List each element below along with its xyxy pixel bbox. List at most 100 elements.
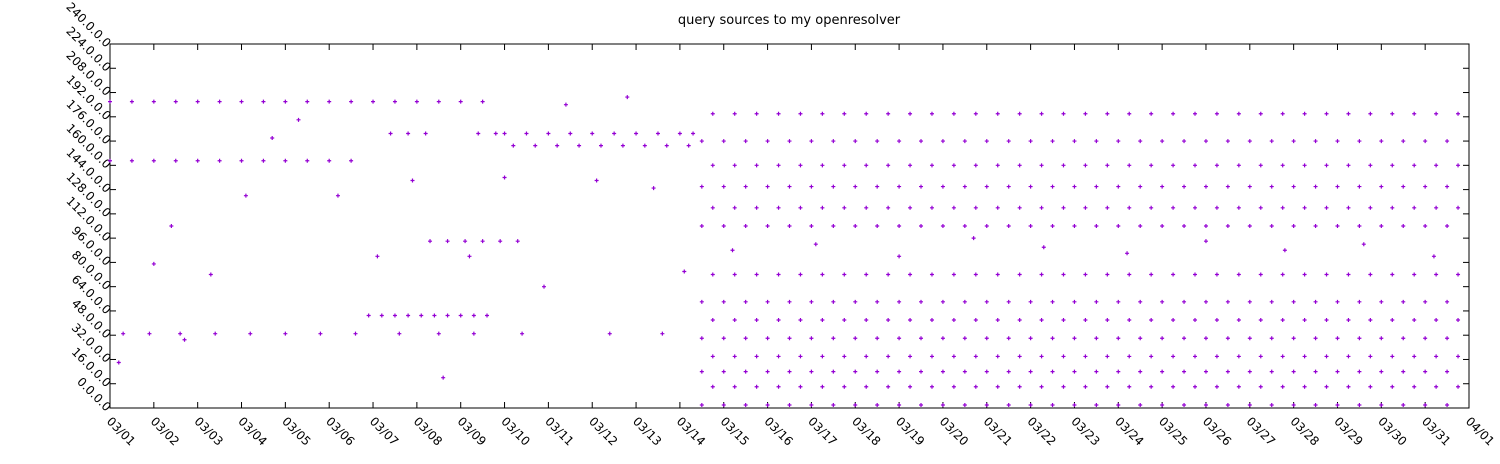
data-point bbox=[1171, 354, 1176, 359]
data-point bbox=[820, 163, 825, 168]
data-point bbox=[732, 111, 737, 116]
data-point bbox=[995, 384, 1000, 389]
data-point bbox=[1017, 163, 1022, 168]
data-point bbox=[1335, 369, 1340, 374]
data-point bbox=[710, 163, 715, 168]
data-point bbox=[1061, 384, 1066, 389]
data-point bbox=[699, 184, 704, 189]
data-point bbox=[1313, 184, 1318, 189]
data-point bbox=[1050, 299, 1055, 304]
data-point bbox=[1390, 205, 1395, 210]
data-point bbox=[710, 354, 715, 359]
data-point bbox=[445, 313, 450, 318]
data-point bbox=[1247, 139, 1252, 144]
data-point bbox=[809, 402, 814, 407]
data-point bbox=[1039, 205, 1044, 210]
x-tick-label: 03/09 bbox=[455, 414, 489, 448]
data-point bbox=[1203, 224, 1208, 228]
data-point bbox=[820, 272, 825, 277]
data-point bbox=[984, 139, 989, 144]
data-point bbox=[634, 131, 639, 136]
data-point bbox=[732, 205, 737, 210]
data-point bbox=[1324, 111, 1329, 116]
data-point bbox=[897, 224, 902, 228]
data-point bbox=[908, 205, 913, 210]
x-tick-label: 03/30 bbox=[1375, 414, 1409, 448]
data-point bbox=[1094, 402, 1099, 407]
data-point bbox=[1368, 163, 1373, 168]
data-point bbox=[1280, 354, 1285, 359]
data-point bbox=[1379, 184, 1384, 189]
data-point bbox=[1390, 354, 1395, 359]
data-point bbox=[296, 117, 301, 122]
data-point bbox=[919, 139, 924, 144]
data-point bbox=[813, 242, 818, 247]
data-point bbox=[1171, 205, 1176, 210]
data-point bbox=[1127, 111, 1132, 116]
x-tick-label: 03/31 bbox=[1419, 414, 1453, 448]
data-point bbox=[1193, 354, 1198, 359]
data-point bbox=[721, 224, 726, 228]
data-point bbox=[864, 272, 869, 277]
data-point bbox=[1357, 224, 1362, 228]
data-point bbox=[1193, 111, 1198, 116]
data-point bbox=[1423, 139, 1428, 144]
data-point bbox=[1423, 369, 1428, 374]
data-point bbox=[743, 369, 748, 374]
data-point bbox=[379, 313, 384, 318]
data-point bbox=[1105, 111, 1110, 116]
data-point bbox=[1379, 402, 1384, 407]
data-point bbox=[1116, 224, 1121, 228]
data-point bbox=[1083, 318, 1088, 323]
data-point bbox=[897, 369, 902, 374]
data-point bbox=[1379, 369, 1384, 374]
data-point bbox=[1050, 139, 1055, 144]
data-point bbox=[1324, 384, 1329, 389]
data-point bbox=[217, 99, 222, 104]
data-point bbox=[730, 248, 735, 253]
data-point bbox=[754, 205, 759, 210]
data-point bbox=[1149, 272, 1154, 277]
data-point bbox=[1203, 299, 1208, 304]
data-point bbox=[1203, 402, 1208, 407]
data-point bbox=[1072, 299, 1077, 304]
data-point bbox=[1434, 272, 1439, 277]
data-point bbox=[1214, 111, 1219, 116]
data-point bbox=[1236, 384, 1241, 389]
data-point bbox=[853, 336, 858, 341]
data-point bbox=[1006, 139, 1011, 144]
data-point bbox=[798, 272, 803, 277]
data-point bbox=[1247, 369, 1252, 374]
data-point bbox=[1291, 402, 1296, 407]
data-point bbox=[1214, 205, 1219, 210]
data-point bbox=[1149, 354, 1154, 359]
data-point bbox=[995, 111, 1000, 116]
data-point bbox=[1346, 272, 1351, 277]
data-point bbox=[458, 99, 463, 104]
x-tick-label: 03/10 bbox=[498, 414, 532, 448]
data-point bbox=[1269, 336, 1274, 341]
data-point bbox=[239, 99, 244, 104]
data-point bbox=[984, 299, 989, 304]
data-point bbox=[1258, 384, 1263, 389]
data-point bbox=[1280, 384, 1285, 389]
data-point bbox=[151, 158, 156, 163]
data-point bbox=[1127, 163, 1132, 168]
data-point bbox=[831, 336, 836, 341]
data-point bbox=[1105, 272, 1110, 277]
data-point bbox=[1269, 224, 1274, 228]
data-point bbox=[392, 99, 397, 104]
data-point bbox=[1236, 205, 1241, 210]
data-point bbox=[1214, 354, 1219, 359]
data-point bbox=[1138, 369, 1143, 374]
data-point bbox=[699, 402, 704, 407]
data-point bbox=[962, 336, 967, 341]
data-point bbox=[1236, 318, 1241, 323]
data-point bbox=[995, 205, 1000, 210]
data-point bbox=[1412, 163, 1417, 168]
data-point bbox=[1182, 139, 1187, 144]
x-tick-label: 03/12 bbox=[586, 414, 620, 448]
data-point bbox=[1236, 354, 1241, 359]
data-point bbox=[1214, 272, 1219, 277]
data-point bbox=[458, 313, 463, 318]
